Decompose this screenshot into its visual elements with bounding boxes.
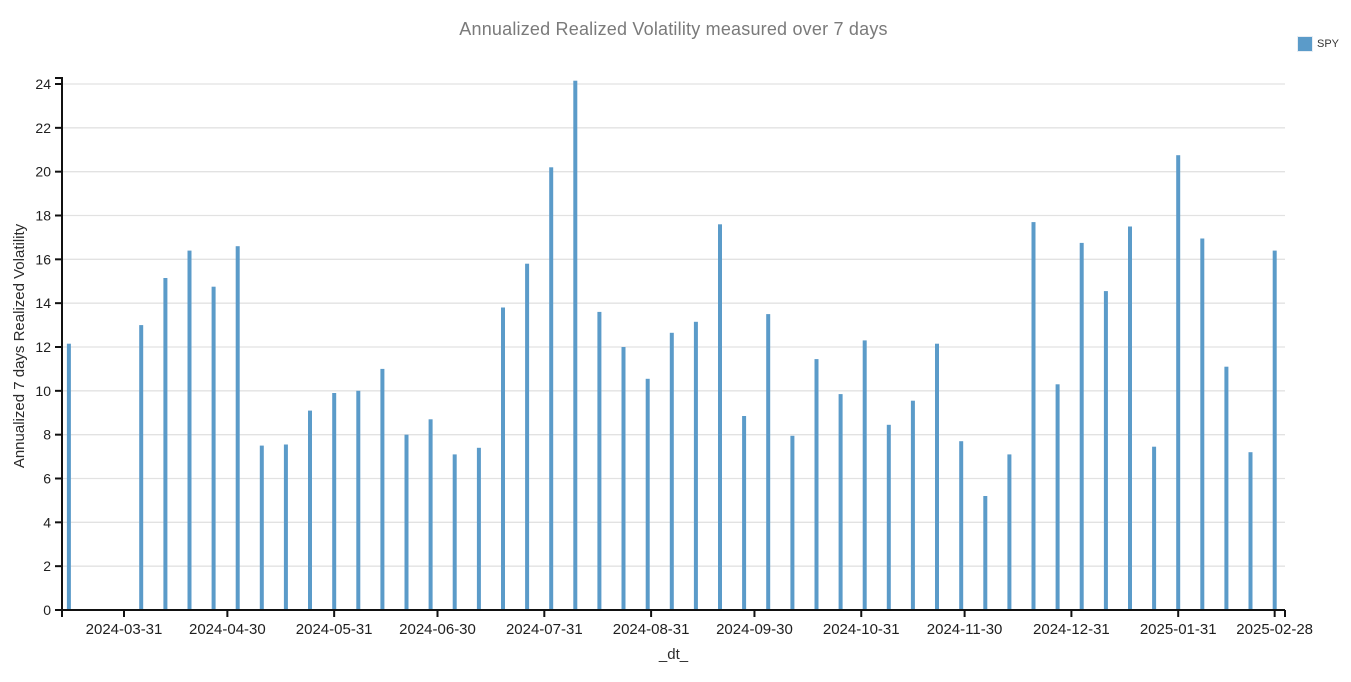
bar: [476, 447, 481, 610]
bar: [211, 286, 216, 610]
bar: [597, 311, 602, 610]
bar: [308, 410, 312, 610]
x-tick-label: 2024-12-31: [1033, 621, 1110, 638]
bar: [1176, 155, 1181, 610]
bar: [1103, 291, 1108, 610]
y-tick-label: 18: [35, 208, 51, 224]
bar: [259, 445, 264, 610]
bar: [66, 343, 71, 610]
bar: [935, 343, 939, 610]
x-axis-title: _dt_: [658, 646, 689, 663]
bar: [163, 278, 168, 610]
bar: [983, 496, 988, 610]
bar: [404, 434, 409, 610]
bar: [621, 347, 626, 610]
bar: [645, 378, 650, 610]
y-tick-label: 6: [43, 471, 51, 487]
y-tick-label: 14: [35, 295, 51, 311]
x-tick-label: 2024-05-31: [296, 621, 373, 638]
bar: [790, 435, 795, 610]
bar: [862, 340, 867, 610]
bar: [573, 80, 578, 610]
chart-title: Annualized Realized Volatility measured …: [459, 19, 888, 39]
bar: [1248, 452, 1253, 610]
bar: [1031, 222, 1036, 610]
y-tick-label: 12: [35, 339, 51, 355]
bar: [1152, 446, 1157, 610]
x-tick-label: 2024-09-30: [716, 621, 793, 638]
bar: [452, 454, 457, 610]
bar: [356, 390, 361, 610]
legend-swatch-icon: [1297, 36, 1313, 52]
y-axis-title: Annualized 7 days Realized Volatility: [11, 223, 28, 469]
x-tick-label: 2024-06-30: [399, 621, 476, 638]
y-tick-label: 24: [35, 76, 51, 92]
bar: [1128, 226, 1132, 610]
bar: [139, 325, 144, 610]
bar: [332, 393, 337, 610]
bar: [886, 424, 891, 610]
y-tick-label: 20: [35, 164, 51, 180]
bar: [428, 419, 433, 610]
y-tick-label: 2: [43, 558, 51, 574]
y-tick-label: 8: [43, 427, 51, 443]
y-tick-label: 16: [35, 251, 51, 267]
x-tick-label: 2024-03-31: [86, 621, 163, 638]
y-tick-label: 0: [43, 602, 51, 618]
x-tick-label: 2024-07-31: [506, 621, 583, 638]
bar: [501, 307, 505, 610]
x-tick-label: 2024-08-31: [613, 621, 690, 638]
x-tick-label: 2024-10-31: [823, 621, 900, 638]
bar: [669, 332, 674, 610]
bar: [1007, 454, 1012, 610]
y-tick-label: 10: [35, 383, 51, 399]
bar: [235, 246, 240, 610]
bar: [766, 314, 771, 610]
bar: [718, 224, 722, 611]
x-tick-label: 2025-02-28: [1236, 621, 1313, 638]
bar: [525, 263, 530, 610]
y-tick-label: 22: [35, 120, 51, 136]
bar: [1055, 384, 1060, 610]
bar: [693, 321, 698, 610]
bar: [1200, 238, 1205, 610]
x-tick-label: 2025-01-31: [1140, 621, 1217, 638]
bar: [283, 444, 288, 610]
bar: [814, 359, 819, 610]
bar: [1272, 250, 1277, 610]
bar: [838, 394, 843, 610]
legend-label: SPY: [1317, 38, 1340, 50]
x-tick-label: 2024-11-30: [927, 621, 1003, 638]
bar: [742, 416, 747, 610]
bar: [187, 250, 192, 610]
bar: [1224, 366, 1229, 610]
bar: [380, 368, 385, 610]
y-tick-label: 4: [43, 514, 51, 530]
bar: [959, 441, 964, 610]
x-tick-label: 2024-04-30: [189, 621, 266, 638]
bar: [549, 167, 554, 611]
legend-item-spy[interactable]: SPY: [1297, 36, 1339, 52]
bar: [1079, 242, 1084, 610]
bar: [910, 400, 915, 610]
